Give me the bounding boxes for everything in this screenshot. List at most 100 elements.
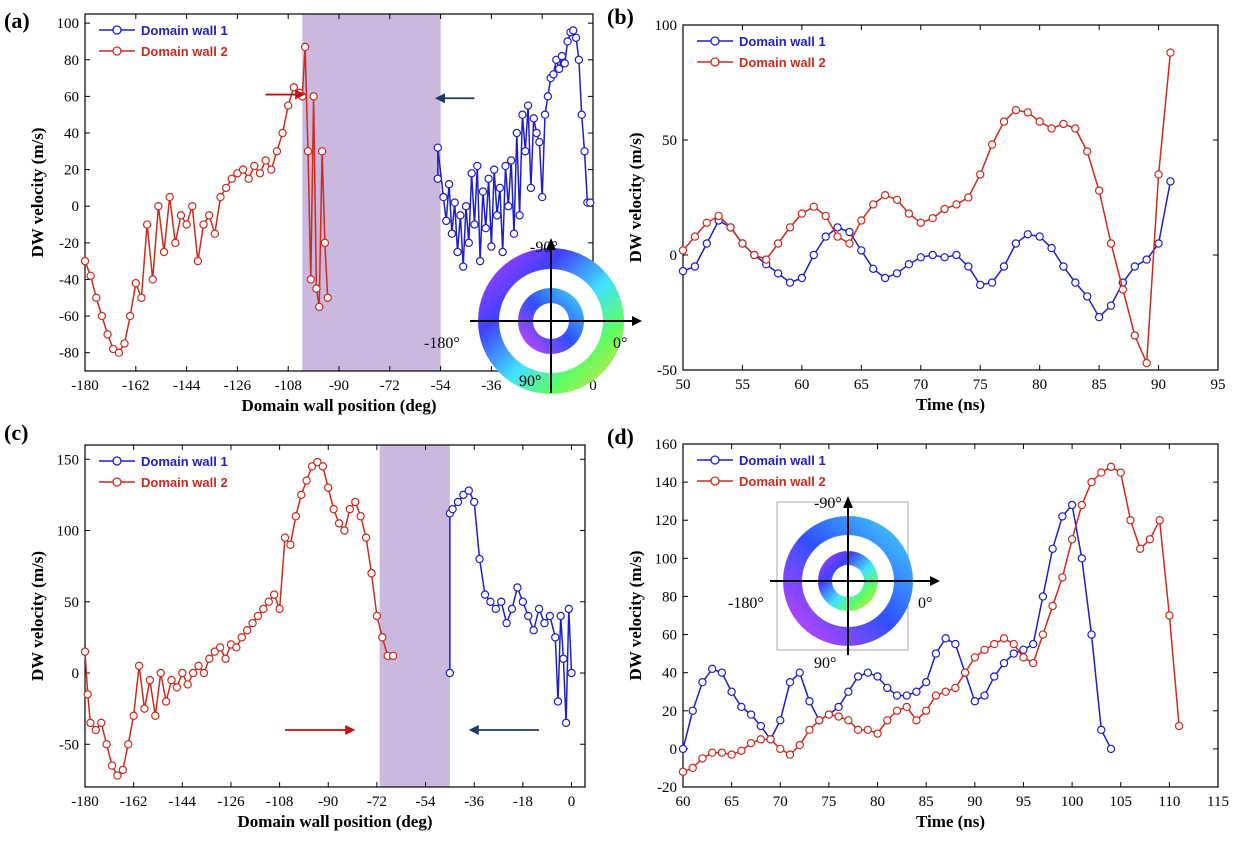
data-point-series-1: [845, 227, 854, 237]
x-tick-label: 70: [773, 794, 788, 810]
data-point-series-1: [529, 626, 538, 635]
panel-d-plot: 60 65 70 75 80 85 90 95 100 105 110 115 -20 0 20 40 60 80…: [626, 437, 1229, 831]
data-point-series-2: [1009, 639, 1018, 649]
data-point-series-2: [1019, 653, 1028, 662]
x-tick-label: 110: [1158, 794, 1180, 810]
data-point-series-2: [797, 209, 807, 218]
data-point-series-1: [521, 147, 530, 156]
x-tick-label: -180: [71, 794, 99, 810]
x-tick-label: 85: [1092, 377, 1107, 393]
data-point-series-2: [161, 697, 171, 706]
data-point-series-1: [574, 55, 584, 64]
data-point-series-2: [216, 192, 225, 202]
data-point-series-1: [473, 161, 482, 171]
data-point-series-2: [824, 710, 834, 719]
data-point-series-2: [291, 512, 301, 521]
data-point-series-2: [1083, 147, 1092, 156]
data-point-series-2: [205, 654, 214, 663]
y-tick-label: -20: [657, 780, 677, 796]
data-point-series-1: [464, 238, 474, 248]
data-point-series-1: [1130, 262, 1139, 271]
data-point-series-2: [151, 711, 160, 720]
data-point-series-1: [833, 223, 842, 232]
data-point-series-2: [255, 169, 265, 178]
data-point-series-1: [502, 618, 511, 628]
data-point-series-2: [215, 643, 225, 652]
data-point-series-1: [1048, 544, 1057, 554]
data-point-series-2: [86, 718, 95, 728]
y-tick-label: 120: [655, 513, 678, 529]
x-tick-label: 95: [1211, 377, 1226, 393]
data-point-series-2: [737, 746, 746, 755]
data-point-series-2: [931, 691, 941, 700]
panel-b-letter: (b): [607, 4, 634, 29]
data-point-series-1: [1019, 645, 1028, 655]
data-point-series-1: [495, 183, 505, 193]
panel-a-plot: -180-162-144-126-108-90-72-54-36-180-80-…: [28, 13, 597, 415]
data-point-series-2: [873, 729, 882, 738]
data-point-series-2: [869, 200, 878, 209]
data-point-series-1: [1011, 239, 1021, 248]
data-point-series-2: [264, 597, 273, 606]
data-point-series-1: [580, 147, 589, 156]
legend-label-1: Domain wall 1: [141, 454, 228, 469]
data-point-series-2: [987, 140, 997, 149]
data-point-series-2: [1067, 535, 1077, 544]
y-tick-label: -80: [59, 346, 79, 362]
data-point-series-2: [1166, 48, 1175, 57]
data-point-series-1: [1094, 312, 1104, 322]
data-point-series-1: [535, 137, 544, 147]
data-point-series-1: [453, 497, 463, 507]
data-point-series-1: [1087, 630, 1096, 639]
data-point-series-1: [1059, 262, 1068, 271]
data-point-series-2: [238, 165, 248, 174]
data-point-series-2: [302, 476, 311, 485]
data-point-series-1: [557, 51, 567, 61]
data-point-series-2: [259, 604, 268, 614]
y-tick-label: 140: [655, 475, 678, 491]
data-point-series-2: [821, 211, 830, 221]
data-point-series-2: [86, 271, 95, 280]
data-point-series-1: [1083, 292, 1092, 301]
data-point-series-2: [107, 761, 117, 770]
data-point-series-2: [272, 147, 282, 156]
data-point-series-2: [1028, 658, 1038, 668]
data-point-series-2: [204, 211, 214, 220]
data-point-series-2: [113, 771, 122, 780]
data-point-series-1: [902, 691, 911, 700]
data-point-series-1: [540, 110, 550, 119]
data-point-series-2: [1106, 462, 1116, 472]
data-point-series-1: [1035, 232, 1044, 241]
data-point-series-2: [714, 211, 723, 221]
x-tick-label: 100: [1061, 794, 1084, 810]
panel-c: (c) -180 -162 -144 -126 -108 -90 -72 -54 -36 -18 0…: [4, 420, 586, 831]
y-tick-label: 100: [57, 16, 80, 32]
data-point-series-2: [199, 220, 208, 229]
data-point-series-1: [912, 687, 921, 696]
data-point-series-2: [129, 711, 138, 720]
data-point-series-2: [773, 239, 783, 248]
data-point-series-1: [834, 702, 843, 712]
x-tick-label: 65: [854, 377, 869, 393]
data-point-series-2: [1011, 105, 1021, 115]
data-point-series-2: [805, 725, 814, 735]
data-point-series-2: [960, 668, 970, 677]
data-point-series-2: [999, 634, 1009, 643]
y-tick-label: 60: [662, 628, 677, 644]
inset-label-left: -180°: [728, 595, 764, 612]
data-point-series-2: [183, 680, 192, 689]
legend-marker-2: [710, 57, 720, 67]
data-point-series-2: [707, 748, 717, 757]
data-point-series-1: [987, 278, 997, 287]
data-point-series-1: [523, 101, 533, 110]
data-point-series-2: [210, 647, 219, 656]
data-point-series-1: [904, 260, 914, 269]
data-point-series-2: [776, 744, 785, 754]
data-point-series-2: [171, 238, 180, 248]
data-point-series-1: [964, 262, 973, 271]
data-point-series-2: [142, 220, 152, 229]
x-axis-title: Time (ns): [916, 395, 985, 414]
data-point-series-1: [450, 198, 459, 207]
data-point-series-2: [237, 633, 246, 642]
